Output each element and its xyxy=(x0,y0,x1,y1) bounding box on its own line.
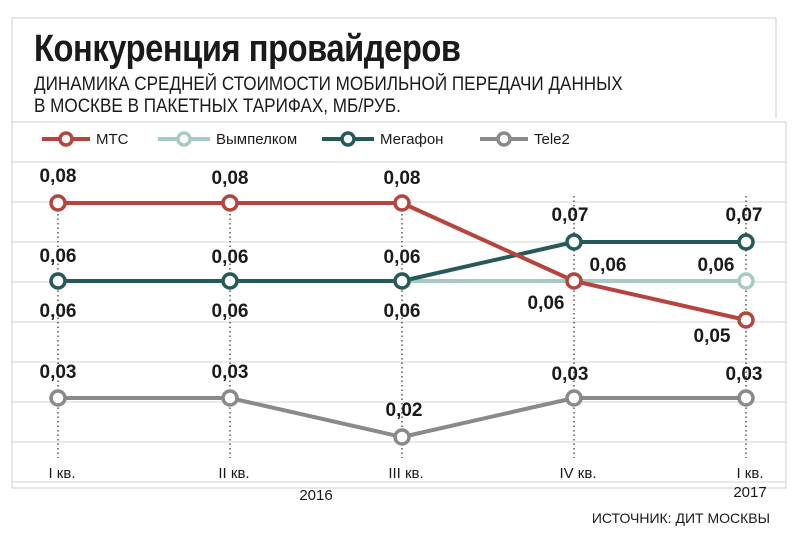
value-label: 0,07 xyxy=(726,205,763,226)
value-label: 0,03 xyxy=(726,364,763,385)
year-label: 2016 xyxy=(299,487,332,504)
data-point xyxy=(737,389,755,407)
value-label: 0,06 xyxy=(40,301,77,322)
value-label: 0,08 xyxy=(384,168,421,189)
data-point xyxy=(565,272,583,290)
data-point xyxy=(737,272,755,290)
value-label: 0,07 xyxy=(552,205,589,226)
legend-label: МТС xyxy=(96,131,129,148)
year-label: 2017 xyxy=(733,484,766,501)
data-point xyxy=(393,428,411,446)
value-label: 0,06 xyxy=(590,255,627,276)
data-point xyxy=(393,194,411,212)
data-point xyxy=(565,233,583,251)
chart-frame xyxy=(11,121,787,489)
value-label: 0,03 xyxy=(40,362,77,383)
value-label: 0,03 xyxy=(212,362,249,383)
legend-swatch-marker xyxy=(340,131,356,147)
x-tick-label: IV кв. xyxy=(559,465,596,482)
subtitle-line-2: В МОСКВЕ В ПАКЕТНЫХ ТАРИФАХ, МБ/РУБ. xyxy=(34,96,401,117)
value-label: 0,02 xyxy=(386,400,423,421)
data-point xyxy=(393,272,411,290)
value-label: 0,06 xyxy=(528,293,565,314)
data-point xyxy=(221,389,239,407)
x-tick-label: III кв. xyxy=(388,465,423,482)
legend-swatch-marker xyxy=(496,131,512,147)
legend-swatch-marker xyxy=(58,131,74,147)
value-label: 0,06 xyxy=(212,301,249,322)
data-point xyxy=(49,272,67,290)
x-tick-label: I кв. xyxy=(736,465,763,482)
x-tick-label: I кв. xyxy=(48,465,75,482)
source-note: ИСТОЧНИК: ДИТ МОСКВЫ xyxy=(591,510,770,526)
value-label: 0,06 xyxy=(40,246,77,267)
data-point xyxy=(737,311,755,329)
data-point xyxy=(49,194,67,212)
chart-subtitle: ДИНАМИКА СРЕДНЕЙ СТОИМОСТИ МОБИЛЬНОЙ ПЕР… xyxy=(34,74,623,118)
data-point xyxy=(221,194,239,212)
value-label: 0,03 xyxy=(552,364,589,385)
value-label: 0,06 xyxy=(384,247,421,268)
legend-label: Вымпелком xyxy=(216,131,297,148)
value-label: 0,06 xyxy=(698,255,735,276)
data-point xyxy=(737,233,755,251)
value-label: 0,05 xyxy=(694,326,731,347)
legend-swatch-marker xyxy=(176,131,192,147)
legend-label: Tele2 xyxy=(534,131,570,148)
subtitle-line-1: ДИНАМИКА СРЕДНЕЙ СТОИМОСТИ МОБИЛЬНОЙ ПЕР… xyxy=(34,74,623,95)
value-label: 0,06 xyxy=(212,247,249,268)
value-label: 0,08 xyxy=(212,168,249,189)
data-point xyxy=(49,389,67,407)
chart-title: Конкуренция провайдеров xyxy=(34,28,461,70)
x-tick-label: II кв. xyxy=(218,465,249,482)
legend-label: Мегафон xyxy=(380,131,443,148)
value-label: 0,08 xyxy=(40,166,77,187)
data-point xyxy=(221,272,239,290)
data-point xyxy=(565,389,583,407)
value-label: 0,06 xyxy=(384,301,421,322)
